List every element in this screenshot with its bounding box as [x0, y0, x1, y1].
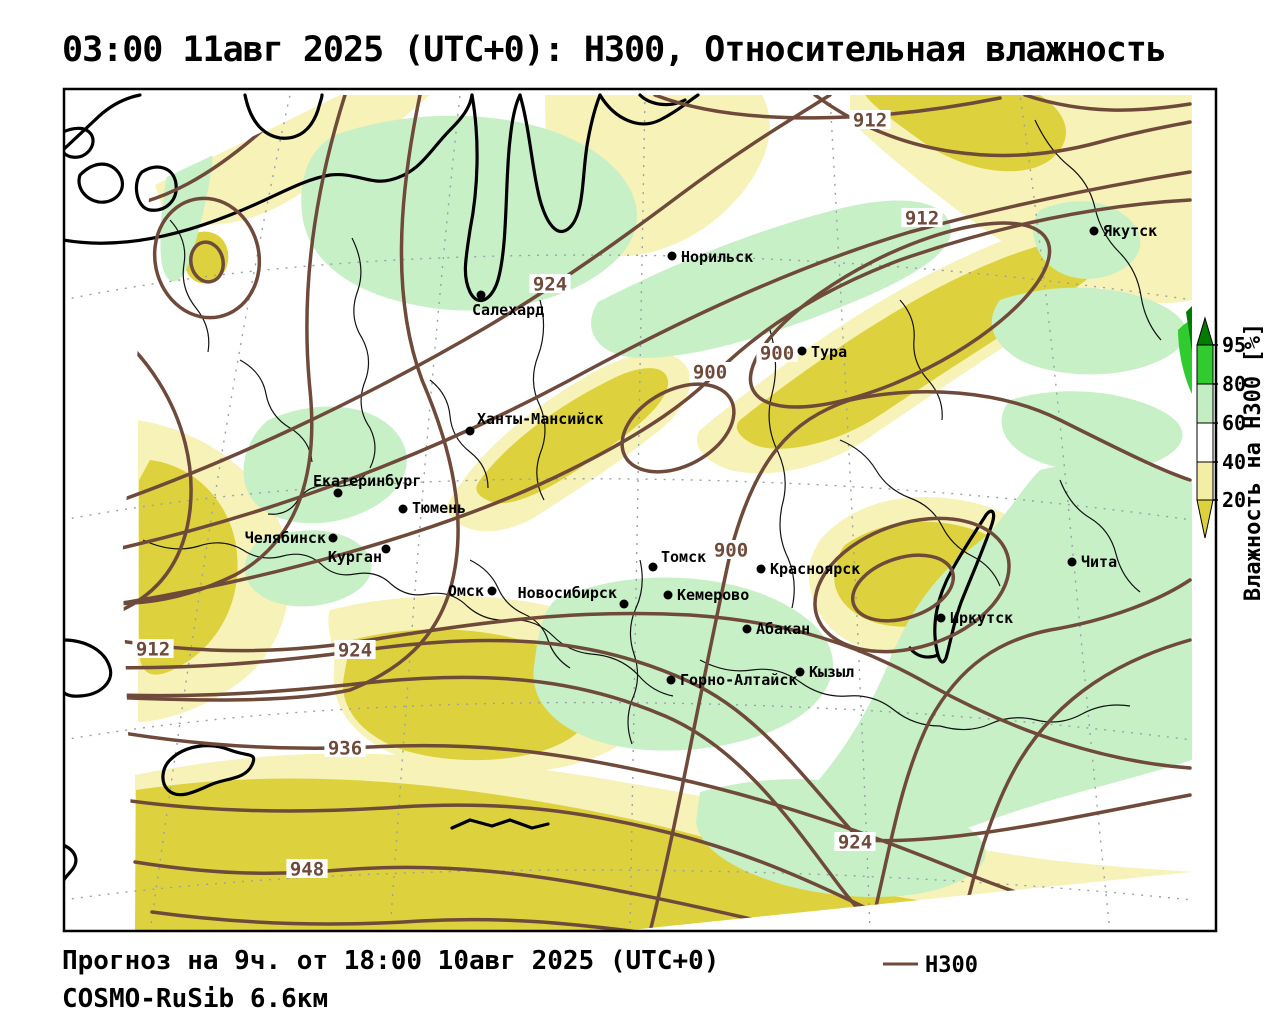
- contour-label: 948: [290, 859, 324, 881]
- forecast-info-text: Прогноз на 9ч. от 18:00 10авг 2025 (UTC+…: [62, 946, 720, 976]
- city-marker: [648, 562, 658, 572]
- city-label: Якутск: [1103, 222, 1157, 240]
- city-label: Челябинск: [245, 529, 326, 547]
- city-marker: [936, 613, 946, 623]
- colorbar-title: Влажность на H300 [%]: [1241, 323, 1266, 601]
- city-marker: [666, 675, 676, 685]
- model-name-text: COSMO-RuSib 6.6км: [62, 984, 329, 1014]
- colorbar-tick-label: 80: [1222, 372, 1246, 396]
- colorbar-top-triangle: [1196, 316, 1214, 346]
- city-marker: [398, 504, 408, 514]
- city-label: Тюмень: [412, 499, 466, 517]
- admin-borders-layer: [142, 119, 1162, 745]
- contour-label-box: [849, 110, 891, 129]
- colorbar-tick-label: 40: [1222, 450, 1246, 474]
- contour-label: 900: [693, 362, 727, 384]
- city-label: Новосибирск: [518, 584, 617, 602]
- city-marker: [756, 564, 766, 574]
- contour-label-box: [710, 540, 752, 559]
- city-label: Абакан: [756, 620, 810, 638]
- city-marker: [476, 290, 486, 300]
- cities-layer: Норильск Салехард Тура Ханты-Мансийск Екатер…: [245, 222, 1157, 689]
- city-label: Омск: [448, 582, 484, 600]
- contour-labels-layer: 912 912 924 900 900 900 912 924 936 948 924: [132, 110, 943, 881]
- city-label: Екатеринбург: [313, 472, 421, 490]
- contour-label-box: [901, 208, 943, 227]
- city-marker: [465, 426, 475, 436]
- city-label: Ханты-Мансийск: [477, 410, 603, 428]
- city-marker: [333, 488, 343, 498]
- city-label: Курган: [328, 548, 382, 566]
- city-label: Салехард: [472, 301, 544, 319]
- colorbar-band: [1196, 422, 1214, 463]
- colorbar-tick-label: 95: [1222, 333, 1246, 357]
- colorbar-band: [1196, 383, 1214, 424]
- graticule-layer: [64, 94, 1193, 931]
- colorbar: 95 80 60 40 20: [1196, 316, 1246, 539]
- contour-label: 912: [136, 639, 170, 661]
- contour-label: 900: [714, 540, 748, 562]
- city-label: Кызыл: [809, 663, 854, 681]
- city-label: Иркутск: [950, 609, 1013, 627]
- contour-label: 912: [905, 208, 939, 230]
- city-marker: [328, 533, 338, 543]
- city-label: Красноярск: [770, 560, 860, 578]
- contour-label-box: [132, 639, 174, 658]
- city-marker: [1067, 557, 1077, 567]
- colorbar-tick-label: 20: [1222, 488, 1246, 512]
- colorbar-band: [1196, 461, 1214, 501]
- contour-label: 924: [838, 832, 872, 854]
- colorbar-tick-label: 60: [1222, 411, 1246, 435]
- contour-label-box: [689, 362, 731, 381]
- city-marker: [667, 251, 677, 261]
- page-title: 03:00 11авг 2025 (UTC+0): H300, Относите…: [62, 30, 1167, 70]
- city-label: Чита: [1081, 553, 1117, 571]
- city-marker: [797, 346, 807, 356]
- contour-label-box: [756, 343, 798, 362]
- colorbar-band: [1196, 344, 1214, 385]
- city-label: Тура: [811, 343, 847, 361]
- contour-label-box: [834, 832, 876, 851]
- city-marker: [619, 599, 629, 609]
- h300-contours-layer: [122, 95, 1192, 931]
- city-marker: [381, 544, 391, 554]
- h300-legend-label: H300: [925, 953, 978, 978]
- city-marker: [742, 624, 752, 634]
- contour-label: 936: [328, 738, 362, 760]
- city-label: Кемерово: [677, 586, 749, 604]
- city-label: Томск: [661, 548, 706, 566]
- map-frame: [62, 87, 1218, 933]
- city-marker: [1089, 226, 1099, 236]
- city-marker: [795, 667, 805, 677]
- contour-label: 912: [853, 110, 887, 132]
- contour-label: 900: [760, 343, 794, 365]
- contour-label-box: [286, 859, 328, 878]
- colorbar-bottom-triangle: [1196, 499, 1214, 539]
- city-label: Горно-Алтайск: [680, 671, 797, 689]
- contour-label-box: [324, 738, 366, 757]
- contour-label-box: [334, 640, 376, 659]
- city-label: Норильск: [681, 248, 753, 266]
- contour-label: 924: [533, 274, 567, 296]
- city-marker: [487, 586, 497, 596]
- city-marker: [663, 590, 673, 600]
- contour-label: 924: [338, 640, 372, 662]
- contour-label-box: [529, 274, 571, 293]
